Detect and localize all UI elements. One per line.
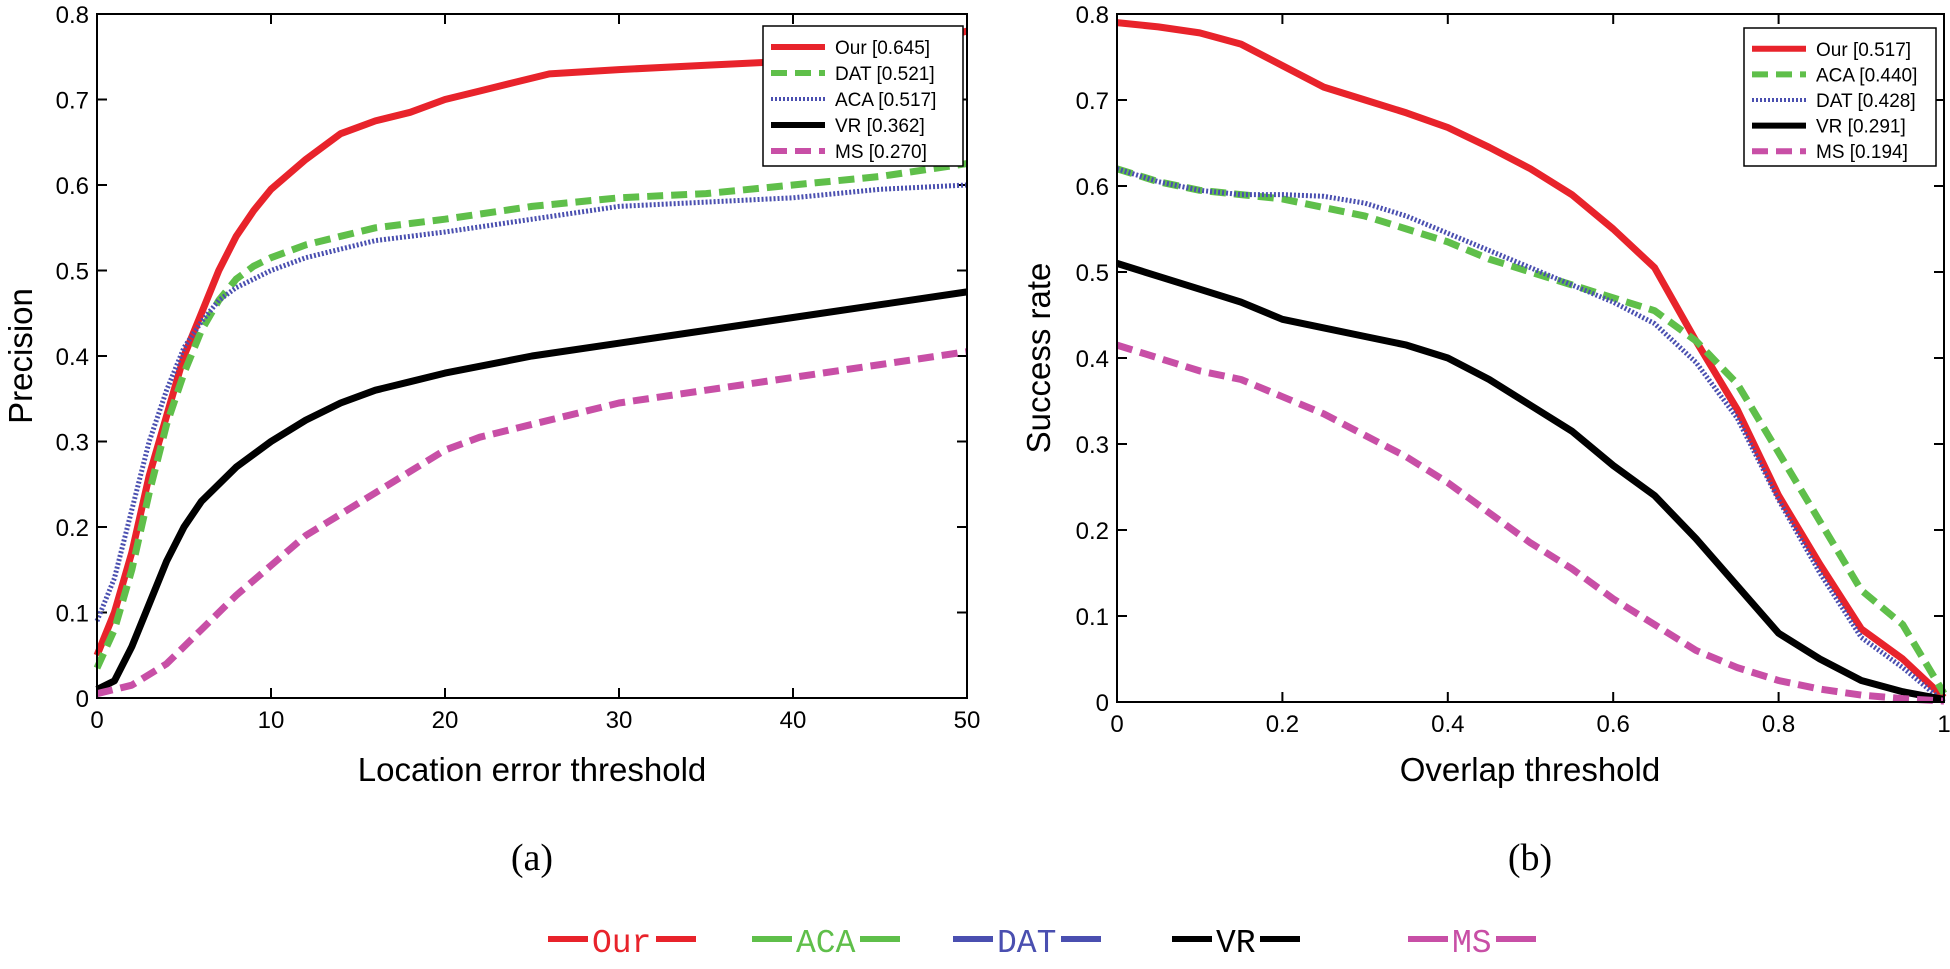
y-tick-label: 0.7 (56, 88, 89, 115)
y-tick-label: 0.3 (56, 430, 89, 457)
y-tick-label: 0.8 (56, 2, 89, 29)
bottom-legend-label-ms: MS (1452, 925, 1492, 962)
bottom-legend: Our ACA DAT VR MS (548, 925, 1536, 962)
caption-a: (a) (511, 837, 553, 879)
x-tick-label: 10 (258, 707, 285, 734)
y-tick-label: 0.4 (1076, 346, 1109, 373)
y-tick-label: 0.6 (56, 173, 89, 200)
y-tick-label: 0 (76, 686, 89, 713)
chart-panel-b: 0 0.2 0.4 0.6 0.8 100.10.20.30.40.50.60.70.8 … (1020, 2, 1950, 879)
series-line-our (1116, 19, 1947, 701)
x-tick-label: 30 (606, 707, 633, 734)
bottom-legend-label-our: Our (592, 925, 651, 962)
y-tick-label: 0.8 (1076, 2, 1109, 29)
series-group-a (93, 27, 968, 698)
y-tick-label: 0.6 (1076, 174, 1109, 201)
legend-label-aca: ACA [0.440] (1816, 65, 1917, 86)
legend-label-dat: ACA [0.517] (835, 90, 936, 111)
y-tick-label: 0.1 (1076, 604, 1109, 631)
legend-label-our: Our [0.517] (1816, 40, 1911, 61)
legend-label-ms: MS [0.270] (835, 142, 927, 163)
x-axis-label-a: Location error threshold (358, 751, 707, 788)
y-tick-label: 0.2 (56, 515, 89, 542)
bottom-legend-label-aca: ACA (796, 925, 856, 962)
x-tick-label: 0.2 (1266, 711, 1299, 738)
x-tick-label: 0.4 (1431, 711, 1464, 738)
x-tick-label: 0 (90, 707, 103, 734)
y-tick-label: 0.4 (56, 344, 89, 371)
series-line-vr (1115, 260, 1945, 703)
plot-frame-b (1116, 13, 1945, 703)
y-tick-label: 0.7 (1076, 88, 1109, 115)
x-tick-label: 20 (432, 707, 459, 734)
series-line-ms (1115, 341, 1945, 705)
x-tick-label: 0 (1110, 711, 1123, 738)
bottom-legend-label-dat: DAT (997, 925, 1056, 962)
x-tick-label: 50 (954, 707, 981, 734)
axis-ticks-a: 0 10 20 30 40 50 0 0.1 0.2 0.3 0.4 0.5 0.6 0.7 0.8 (56, 2, 981, 734)
legend-b: Our [0.517] ACA [0.440] DAT [0.428] VR [0.2… (1743, 27, 1937, 167)
y-tick-label: 0.1 (56, 601, 89, 628)
series-line-dat (94, 182, 968, 622)
y-tick-label: 0.5 (56, 259, 89, 286)
series-line-dat (1116, 166, 1946, 704)
bottom-legend-label-vr: VR (1216, 925, 1256, 962)
series-line-aca (1115, 165, 1948, 696)
y-axis-label-b: Success rate (1020, 263, 1057, 454)
x-tick-label: 1 (1937, 711, 1950, 738)
chart-panel-a: 0 10 20 30 40 50 0 0.1 0.2 0.3 0.4 0.5 0.6 0.7 0.8 Loc… (2, 2, 980, 879)
y-tick-label: 0.3 (1076, 432, 1109, 459)
legend-label-ms: MS [0.194] (1816, 142, 1908, 163)
legend-label-our: Our [0.645] (835, 38, 930, 59)
y-tick-label: 0.2 (1076, 518, 1109, 545)
x-tick-label: 0.8 (1762, 711, 1795, 738)
caption-b: (b) (1508, 837, 1552, 879)
plot-frame-a (96, 13, 968, 699)
series-line-ms (96, 348, 968, 698)
legend-label-vr: VR [0.291] (1816, 117, 1906, 138)
legend-a: Our [0.645] DAT [0.521] ACA [0.517] VR [0.3… (762, 25, 964, 167)
series-line-vr (95, 288, 968, 693)
series-line-aca (93, 160, 968, 670)
y-tick-label: 0.5 (1076, 260, 1109, 287)
legend-label-dat: DAT [0.428] (1816, 91, 1916, 112)
legend-label-aca: DAT [0.521] (835, 64, 935, 85)
y-axis-label-a: Precision (2, 288, 39, 424)
x-axis-label-b: Overlap threshold (1400, 751, 1660, 788)
x-tick-label: 0.6 (1597, 711, 1630, 738)
x-tick-label: 40 (780, 707, 807, 734)
series-group-b (1115, 19, 1948, 705)
legend-label-vr: VR [0.362] (835, 116, 925, 137)
y-tick-label: 0 (1096, 690, 1109, 717)
